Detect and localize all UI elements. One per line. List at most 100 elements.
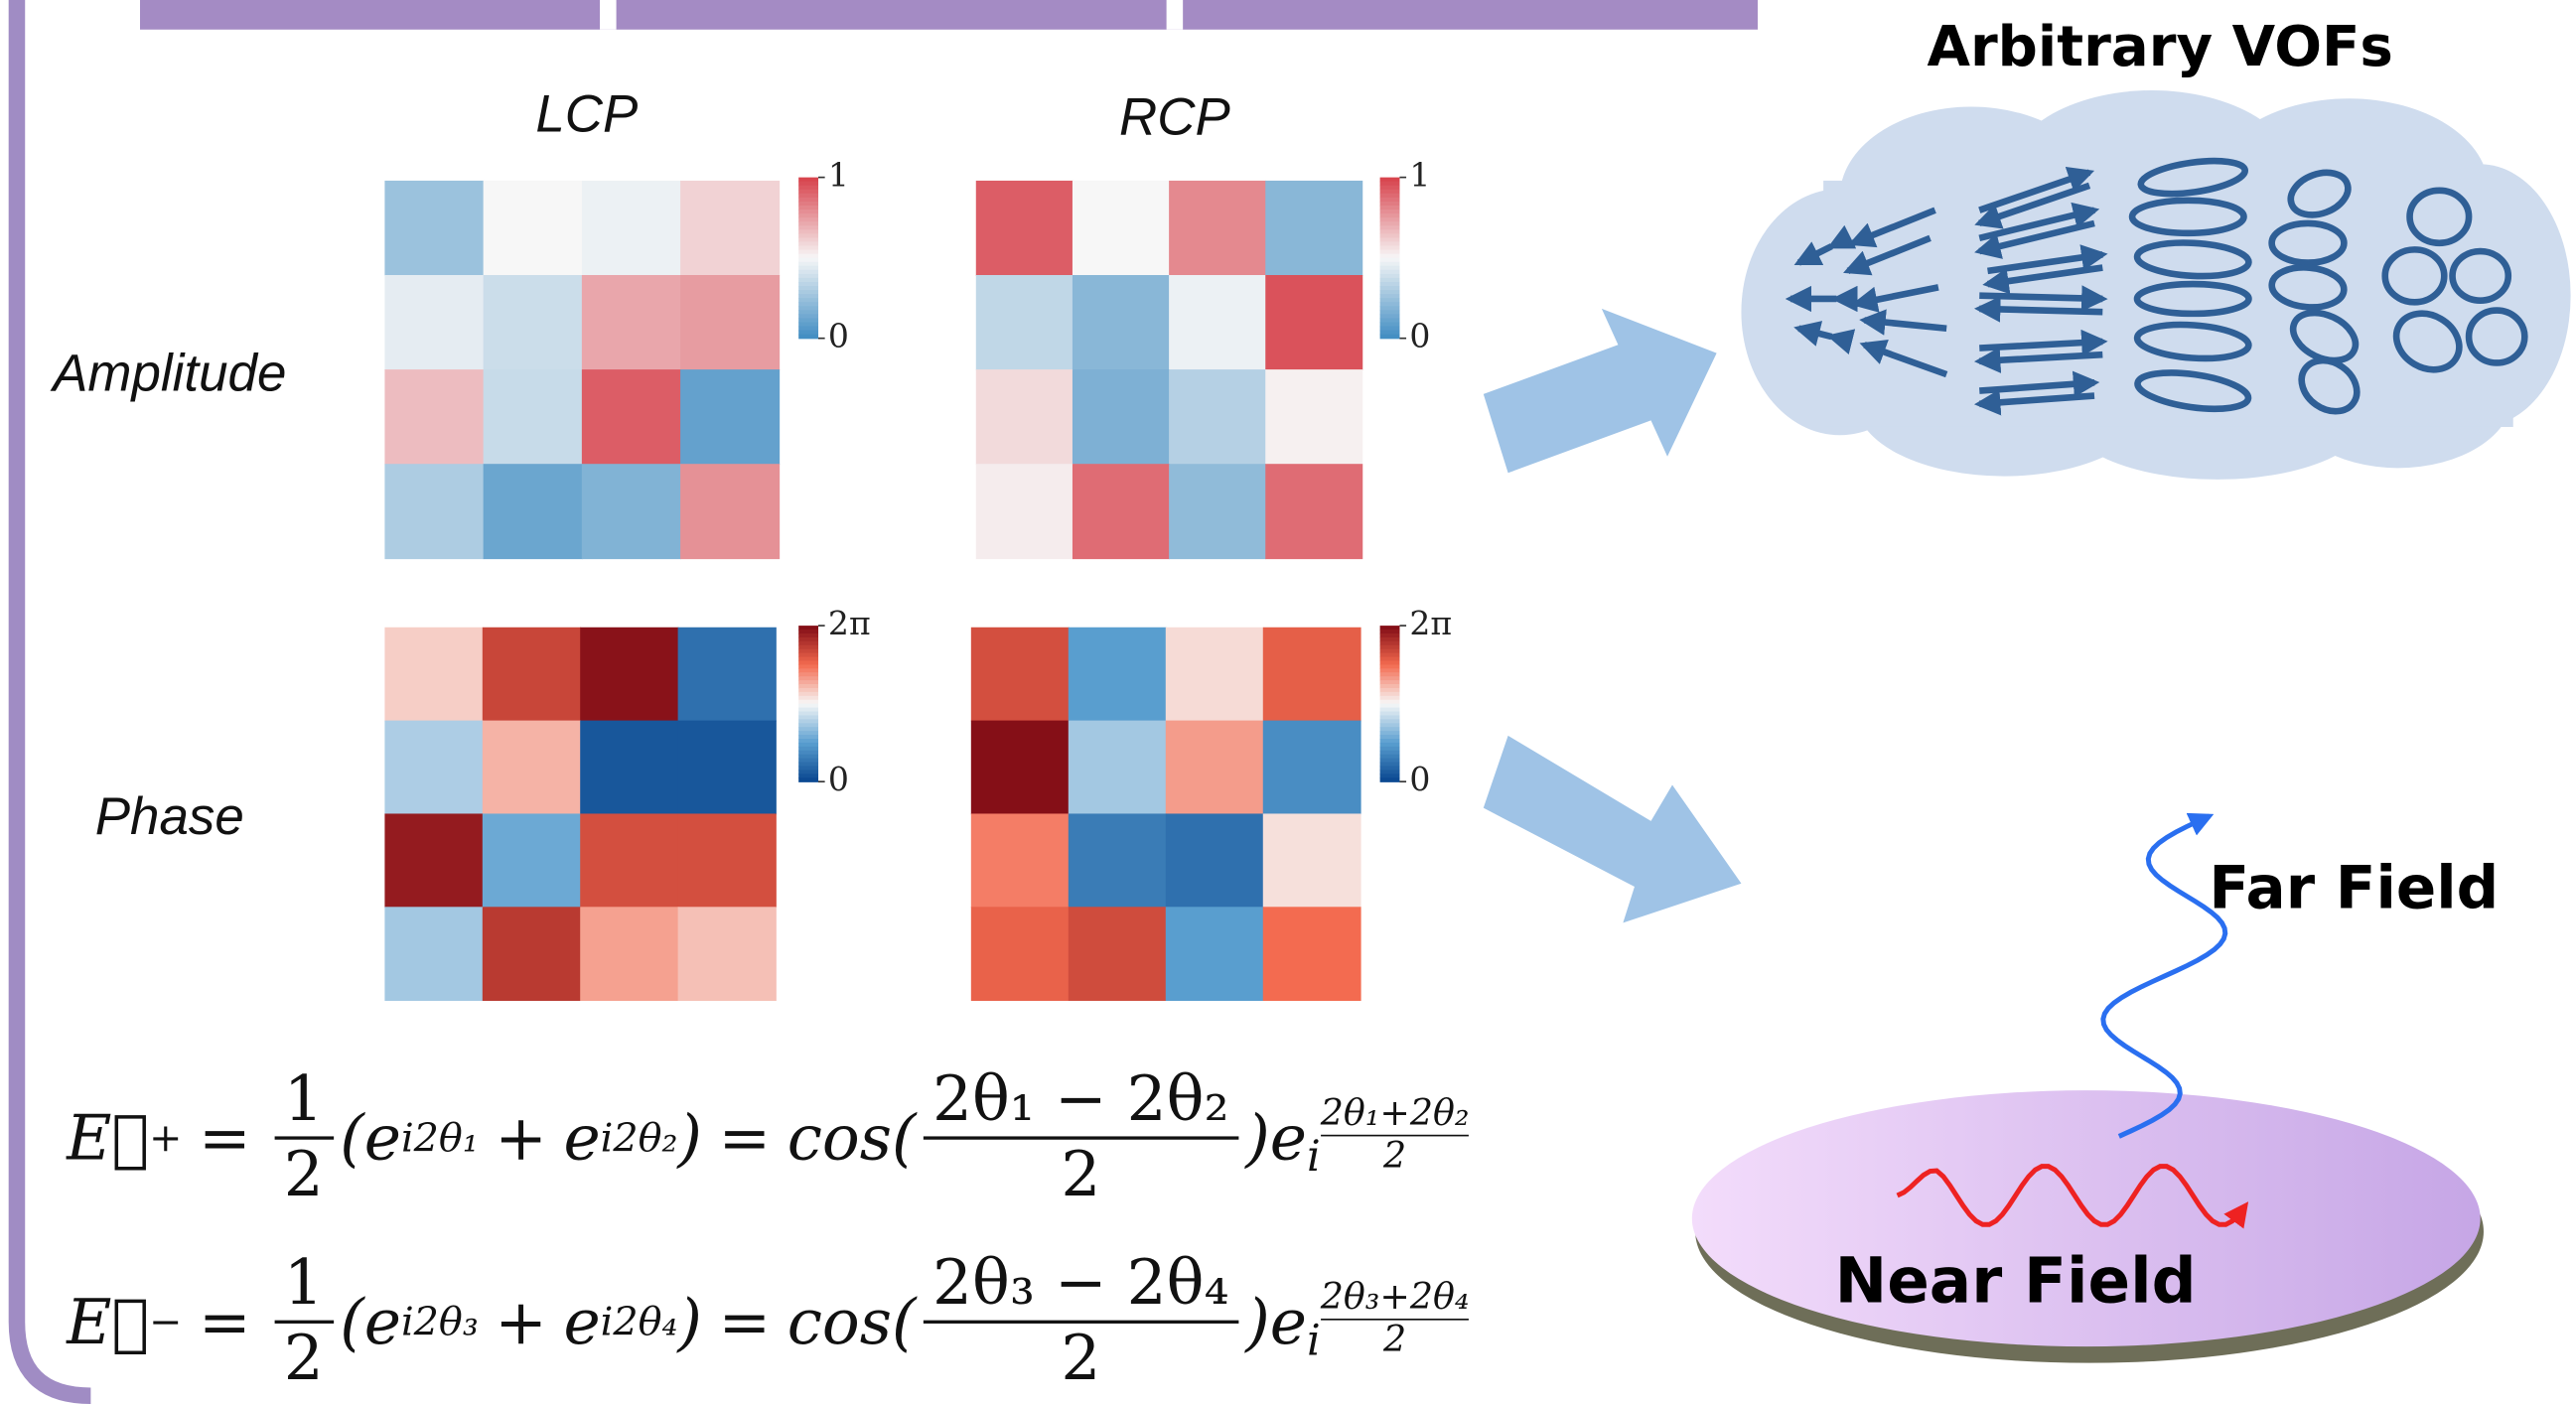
heatmap-cell [975, 180, 1073, 276]
heatmap-cell [384, 464, 485, 560]
colorbar-segment [798, 269, 819, 275]
colorbar-segment [1379, 719, 1400, 724]
colorbar-segment [1379, 750, 1400, 756]
colorbar-segment [1379, 754, 1400, 760]
polarization-arrow [1974, 182, 2091, 229]
colorbar-segment [798, 691, 819, 697]
equation-part: 2 [1061, 1137, 1101, 1210]
equation-part: i2θ₁ [400, 1114, 479, 1161]
heatmap-cell [1265, 275, 1363, 370]
colorbar-segment [798, 257, 819, 263]
polarization-arrow [1973, 347, 2103, 373]
colorbar-segment [798, 210, 819, 214]
colorbar-segment [798, 762, 819, 768]
equation-part: 2θ₃+2θ₄ [1320, 1277, 1470, 1321]
colorbar-segment [1379, 648, 1400, 654]
colorbar-segment [798, 632, 819, 638]
colorbar-segment [798, 727, 819, 732]
colorbar-segment [798, 750, 819, 756]
equation-part: )e [1245, 1285, 1307, 1358]
colorbar-label: 2π [1409, 604, 1452, 642]
polarization-ellipse [2137, 157, 2248, 198]
heatmap-cell [483, 180, 583, 276]
heatmap-cell [384, 180, 485, 276]
colorbar-segment [1379, 306, 1400, 311]
heatmap-cell [1265, 464, 1363, 560]
colorbar-segment [798, 644, 819, 650]
colorbar-segment [1379, 281, 1400, 287]
polarization-arrow [1973, 296, 2103, 323]
colorbar-segment [798, 676, 819, 681]
equation-part: 2θ₁ − 2θ₂ [923, 1062, 1239, 1139]
polarization-arrow [1793, 321, 1856, 354]
colorbar-segment [1379, 197, 1400, 203]
colorbar-segment [798, 277, 819, 283]
equation-part: E⃗ [66, 1285, 150, 1358]
colorbar-segment [1379, 656, 1400, 662]
polarization-ellipse [2287, 169, 2352, 218]
polarization-arrow [1793, 224, 1857, 266]
colorbar-segment [1379, 766, 1400, 772]
colorbar-segment [798, 302, 819, 307]
heatmap-cell [970, 907, 1070, 1001]
colorbar-segment [798, 648, 819, 654]
colorbar-segment [1379, 695, 1400, 701]
heatmap-cell [677, 907, 777, 1001]
colorbar-segment [798, 225, 819, 230]
colorbar-segment [1379, 727, 1400, 732]
colorbar-segment [1379, 217, 1400, 222]
heatmap-cell [1072, 180, 1170, 276]
colorbar-segment [1379, 652, 1400, 658]
colorbar-segment [1379, 318, 1400, 324]
heatmap-cell [1165, 627, 1264, 722]
colorbar-segment [798, 205, 819, 211]
polarization-ellipse [2268, 264, 2348, 311]
colorbar-segment [1379, 739, 1400, 744]
heatmap-cell [384, 907, 484, 1001]
colorbar-segment [798, 177, 819, 183]
colorbar-segment [798, 687, 819, 693]
heatmap-cell [1169, 275, 1267, 370]
heatmap-cell [680, 180, 781, 276]
colorbar-label: 0 [1409, 317, 1430, 355]
colorbar-segment [1379, 330, 1400, 336]
colorbar-segment [1379, 684, 1400, 689]
colorbar-segment [1379, 265, 1400, 271]
colorbar-segment [798, 298, 819, 303]
polarization-arrow [1843, 234, 1932, 276]
heatmap-cell [970, 627, 1070, 722]
heatmap-cell [581, 369, 681, 466]
colorbar-segment [798, 241, 819, 247]
heatmap-cell [1169, 464, 1267, 560]
colorbar-segment [798, 715, 819, 721]
colorbar-segment [1379, 210, 1400, 214]
colorbar-segment [1379, 245, 1400, 251]
equation-part: ) [677, 1100, 702, 1174]
heatmap-cell [1169, 369, 1267, 466]
heatmap-cell [482, 720, 582, 815]
equation-part: 2θ₁+2θ₂ [1320, 1092, 1470, 1136]
polarization-arrow [1847, 207, 1936, 248]
heatmap-cell [975, 464, 1073, 560]
polarization-ellipse [2128, 197, 2247, 237]
colorbar-segment [798, 703, 819, 709]
polarization-ellipse [2449, 247, 2512, 304]
colorbar-segment [1379, 758, 1400, 764]
colorbar-segment [1379, 253, 1400, 259]
heatmap-cell [384, 627, 484, 722]
arrow [1483, 308, 1717, 474]
colorbar-segment [798, 735, 819, 740]
colorbar-segment [798, 221, 819, 226]
polarization-ellipse [2133, 321, 2252, 362]
colorbar-segment [1379, 691, 1400, 697]
colorbar-segment [1379, 626, 1400, 631]
colorbar-segment [1379, 269, 1400, 275]
colorbar-segment [798, 731, 819, 736]
heatmap-cell [580, 720, 679, 815]
column-label: RCP [1119, 88, 1230, 147]
equation-part: i2θ₄ [600, 1299, 678, 1345]
heatmap-cell [1169, 180, 1267, 276]
colorbar-segment [1379, 294, 1400, 299]
polarization-arrow [1978, 202, 2100, 242]
